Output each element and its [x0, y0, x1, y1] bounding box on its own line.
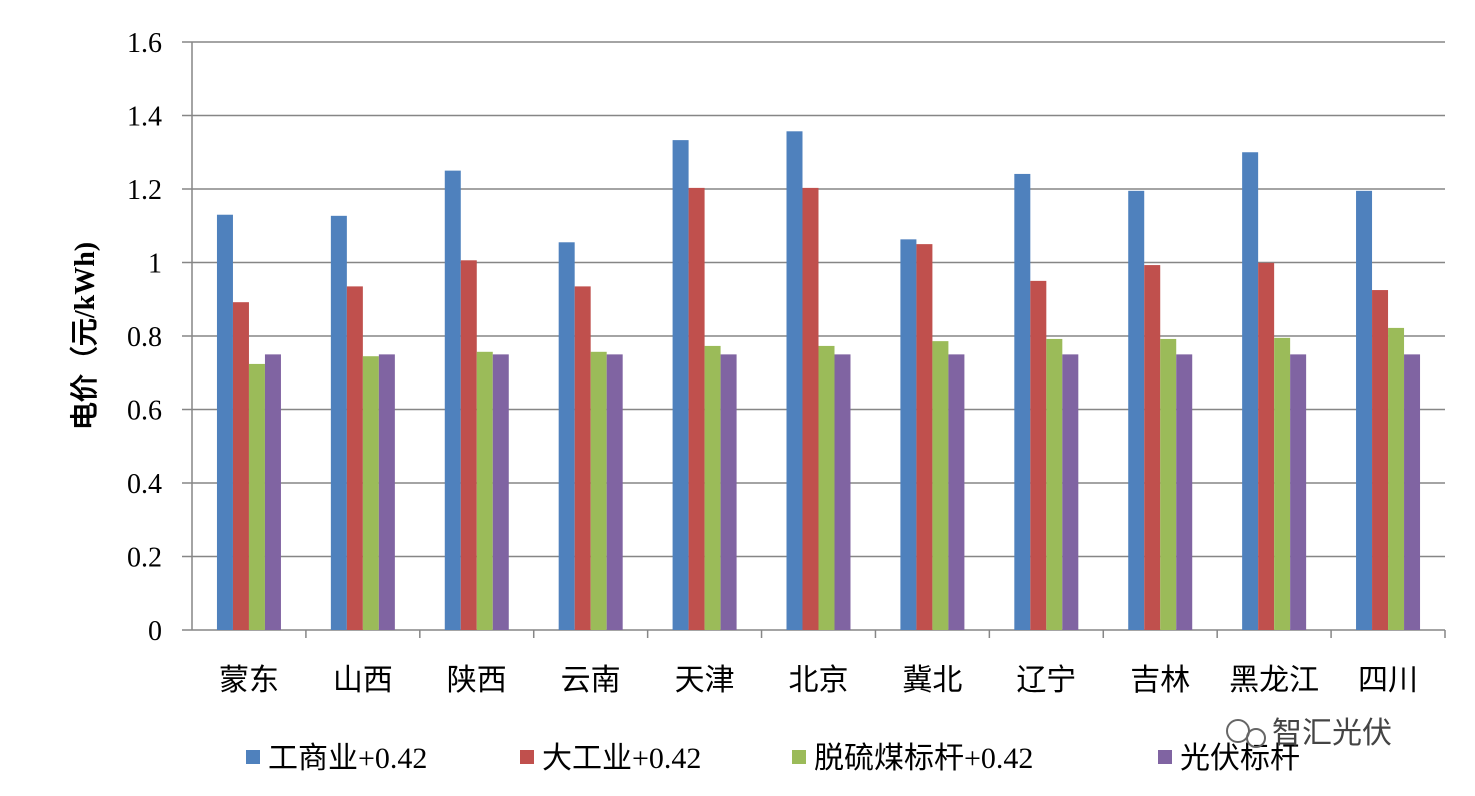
bar-9-1: [1258, 262, 1275, 630]
bar-2-0: [444, 170, 461, 630]
bar-10-3: [1404, 354, 1421, 630]
bar-8-0: [1128, 190, 1145, 630]
bar-5-0: [786, 131, 803, 631]
bar-0-3: [264, 354, 281, 630]
y-tick-label: 1: [148, 249, 162, 280]
bar-6-2: [932, 341, 949, 630]
bar-3-3: [606, 354, 623, 630]
legend-label: 大工业+0.42: [542, 742, 701, 775]
y-axis-label: 电价（元/kWh): [68, 242, 101, 430]
bar-2-3: [492, 354, 509, 630]
y-tick-label: 0: [148, 616, 162, 647]
x-tick-label: 黑龙江: [1229, 664, 1319, 697]
bar-6-3: [948, 354, 965, 630]
bar-0-2: [248, 363, 265, 630]
bar-0-0: [216, 214, 233, 630]
bar-6-0: [900, 239, 917, 630]
x-tick-label: 蒙东: [219, 664, 279, 697]
y-tick-label: 0.2: [127, 543, 162, 574]
x-tick-label: 北京: [789, 664, 849, 697]
bar-7-1: [1030, 280, 1047, 630]
legend-swatch: [1158, 750, 1172, 764]
x-tick-label: 陕西: [447, 664, 507, 697]
y-tick-label: 1.2: [127, 175, 162, 206]
bar-1-0: [330, 215, 347, 630]
bar-3-1: [574, 286, 591, 630]
bar-9-3: [1290, 354, 1307, 630]
bar-3-2: [590, 351, 607, 630]
bar-5-1: [802, 187, 819, 630]
bar-0-1: [232, 302, 249, 630]
legend-swatch: [520, 750, 534, 764]
bar-8-2: [1160, 338, 1177, 630]
y-tick-label: 1.6: [127, 28, 162, 59]
y-tick-label: 0.4: [127, 469, 162, 500]
bar-1-1: [346, 286, 363, 630]
x-tick-label: 天津: [675, 664, 735, 697]
legend-label: 脱硫煤标杆+0.42: [814, 742, 1033, 775]
legend-label: 光伏标杆: [1180, 742, 1300, 775]
x-tick-label: 山西: [333, 664, 393, 697]
bar-4-0: [672, 140, 689, 630]
watermark-text: 智汇光伏: [1272, 716, 1392, 751]
bar-7-3: [1062, 354, 1079, 630]
legend-swatch: [246, 750, 260, 764]
bar-1-2: [362, 356, 379, 630]
bar-4-1: [688, 187, 705, 630]
bar-7-0: [1014, 173, 1031, 630]
legend-swatch: [792, 750, 806, 764]
bar-10-2: [1388, 327, 1405, 630]
x-tick-label: 云南: [561, 664, 621, 697]
bar-2-1: [460, 260, 477, 630]
bar-3-0: [558, 242, 575, 630]
bar-4-3: [720, 354, 737, 630]
x-tick-label: 四川: [1358, 664, 1418, 697]
wechat-icon-bubble: [1246, 728, 1266, 748]
bar-4-2: [704, 345, 721, 630]
y-tick-label: 1.4: [127, 102, 162, 133]
bar-2-2: [476, 351, 493, 630]
bar-10-0: [1356, 190, 1373, 630]
y-tick-label: 0.6: [127, 396, 162, 427]
x-tick-label: 辽宁: [1016, 664, 1076, 697]
y-tick-label: 0.8: [127, 322, 162, 353]
bar-10-1: [1372, 290, 1389, 630]
wechat-icon: [1226, 719, 1250, 743]
bar-7-2: [1046, 338, 1063, 630]
bar-5-3: [834, 354, 851, 630]
x-tick-label: 吉林: [1130, 664, 1190, 697]
bar-6-1: [916, 244, 933, 630]
bar-9-2: [1274, 337, 1291, 630]
bar-8-1: [1144, 265, 1161, 630]
legend-label: 工商业+0.42: [268, 742, 427, 775]
bar-8-3: [1176, 354, 1193, 630]
x-tick-label: 冀北: [902, 664, 962, 697]
bar-9-0: [1242, 152, 1259, 630]
bar-1-3: [378, 354, 395, 630]
bar-5-2: [818, 345, 835, 630]
